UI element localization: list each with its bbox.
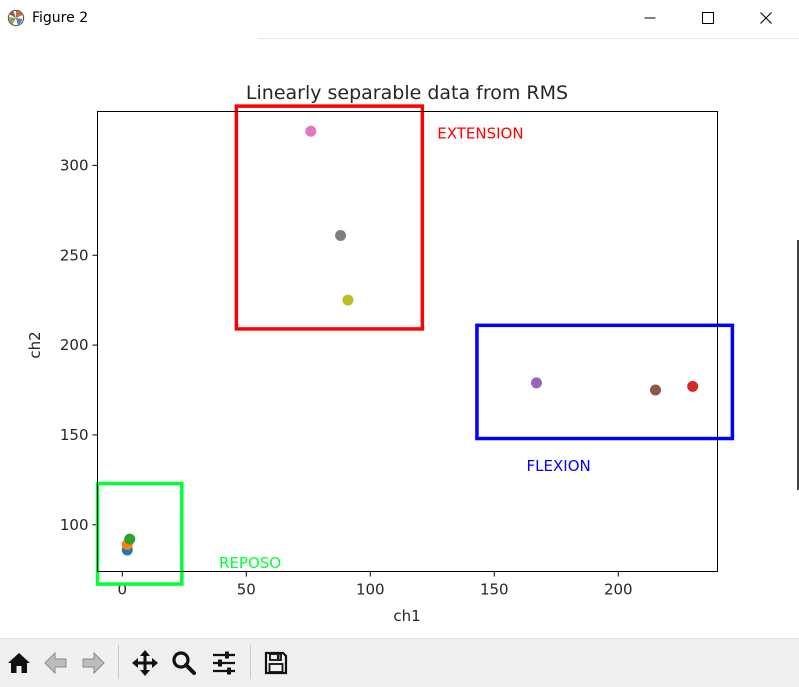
scatter-chart: Linearly separable data from RMS ch1 ch2…: [26, 82, 735, 625]
y-tick-label: 300: [60, 156, 89, 174]
minimize-icon: [644, 17, 656, 19]
maximize-button[interactable]: [685, 0, 731, 36]
matplotlib-icon: [7, 9, 25, 27]
save-button[interactable]: [260, 646, 292, 680]
x-tick-label: 0: [118, 581, 128, 599]
x-tick-label: 200: [604, 581, 633, 599]
annotation-box-reposo: [95, 481, 184, 586]
annotation-box-flexion: [475, 323, 735, 441]
toolbar-separator: [250, 645, 251, 679]
window-title: Figure 2: [32, 10, 89, 26]
x-tick-label: 150: [480, 581, 509, 599]
configure-subplots-button[interactable]: [208, 646, 240, 680]
pan-icon: [132, 650, 158, 676]
chart-title: Linearly separable data from RMS: [246, 82, 568, 104]
configure-subplots-icon: [213, 651, 235, 675]
close-button[interactable]: [743, 0, 789, 36]
data-point: [335, 229, 347, 241]
data-point: [530, 377, 542, 389]
x-tick-label: 100: [356, 581, 385, 599]
figure-canvas[interactable]: Linearly separable data from RMS ch1 ch2…: [0, 39, 799, 638]
data-point: [342, 294, 354, 306]
data-point: [687, 380, 699, 392]
maximize-icon: [702, 12, 714, 24]
back-icon: [44, 651, 67, 675]
pan-button[interactable]: [129, 646, 161, 680]
window-titlebar: Figure 2: [0, 0, 799, 38]
annotation-label-extension: EXTENSION: [437, 124, 523, 142]
forward-button[interactable]: [77, 646, 109, 680]
forward-icon: [82, 651, 105, 675]
data-point: [650, 384, 661, 396]
y-axis-label: ch2: [26, 331, 44, 358]
annotation-label-flexion: FLEXION: [527, 457, 591, 475]
toolbar-separator: [118, 645, 119, 679]
back-button[interactable]: [40, 646, 72, 680]
minimize-button[interactable]: [627, 0, 673, 36]
annotation-label-reposo: REPOSO: [219, 554, 281, 572]
x-axis-label: ch1: [393, 607, 420, 625]
navigation-toolbar: [0, 638, 799, 687]
plot-area-frame: [97, 111, 718, 572]
data-point: [124, 533, 136, 545]
annotation-box-extension: [234, 104, 425, 331]
home-icon: [8, 653, 30, 673]
y-tick-label: 100: [60, 516, 89, 534]
save-icon: [264, 651, 288, 675]
y-tick-label: 200: [60, 336, 89, 354]
titlebar-divider: [258, 38, 799, 39]
zoom-button[interactable]: [168, 646, 200, 680]
zoom-icon: [172, 651, 196, 675]
home-button[interactable]: [3, 646, 35, 680]
x-tick-label: 50: [237, 581, 256, 599]
window-edge: [797, 240, 799, 490]
y-tick-label: 250: [60, 246, 89, 264]
close-icon: [760, 12, 772, 24]
y-tick-label: 150: [60, 426, 89, 444]
data-point: [305, 125, 317, 137]
